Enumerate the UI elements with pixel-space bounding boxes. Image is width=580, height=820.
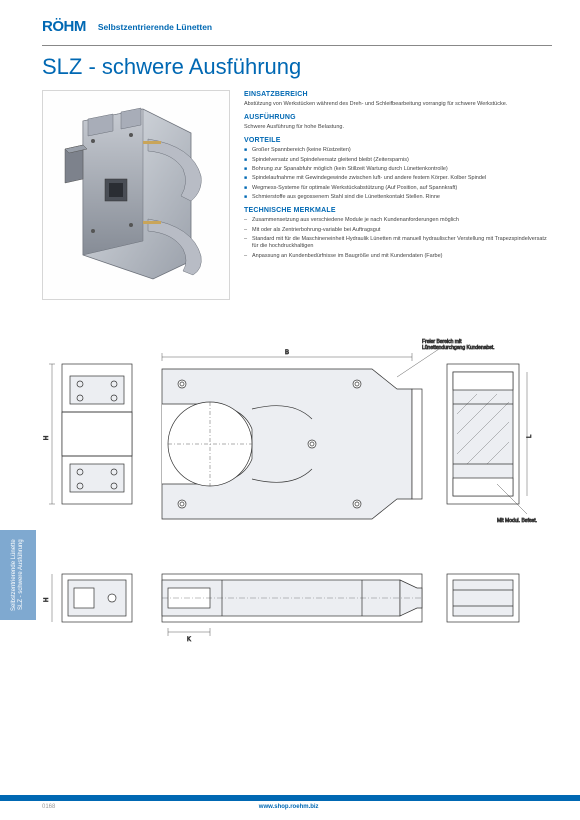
list-item: Anpassung an Kundenbedürfnisse im Baugrö…	[244, 253, 552, 260]
section-heading: AUSFÜHRUNG	[244, 113, 552, 122]
svg-text:B: B	[285, 350, 289, 356]
list-item: Mit oder als Zentrierbohrung-variable be…	[244, 227, 552, 234]
svg-text:H: H	[44, 598, 50, 602]
list-item: Schmierstoffe aus gegossenem Stahl sind …	[244, 194, 552, 201]
description-column: EINSATZBEREICH Abstützung von Werkstücke…	[244, 90, 552, 300]
technical-drawings: H	[42, 324, 552, 714]
brand-text: RÖHM	[42, 18, 86, 35]
tech-list: Zusammensetzung aus verschiedene Module …	[244, 217, 552, 260]
content-row: EINSATZBEREICH Abstützung von Werkstücke…	[42, 90, 552, 300]
svg-text:Lünettendurchgang Kundenabst.: Lünettendurchgang Kundenabst.	[422, 345, 495, 351]
page-number: 0168	[42, 804, 55, 810]
svg-text:H: H	[44, 436, 50, 440]
section-heading: EINSATZBEREICH	[244, 90, 552, 99]
footer-link[interactable]: www.shop.roehm.biz	[55, 804, 522, 810]
header-subtitle: Selbstzentrierende Lünetten	[98, 22, 212, 32]
product-render	[42, 90, 230, 300]
list-item: Spindelaufnahme mit Gewindegewinde zwisc…	[244, 175, 552, 182]
list-item: Spindelversatz und Spindelversatz gleite…	[244, 157, 552, 164]
page-footer: 0168 www.shop.roehm.biz	[0, 795, 580, 810]
section-text: Schwere Ausführung für hohe Belastung.	[244, 124, 552, 131]
section-heading: TECHNISCHE MERKMALE	[244, 206, 552, 215]
list-item: Wegmess-Systeme für optimale Werkstückab…	[244, 185, 552, 192]
side-tab: Selbstzentrierende Lünette SLZ - schwere…	[0, 530, 36, 620]
page-title: SLZ - schwere Ausführung	[42, 54, 552, 80]
list-item: Großer Spannbereich (keine Rüstzeiten)	[244, 147, 552, 154]
advantage-list: Großer Spannbereich (keine Rüstzeiten) Sp…	[244, 147, 552, 202]
section-text: Abstützung von Werkstücken während des D…	[244, 101, 552, 108]
svg-text:L: L	[527, 434, 533, 438]
list-item: Standard mit für die Maschineneinheit Hy…	[244, 236, 552, 251]
header-divider	[42, 45, 552, 46]
brand-logo: RÖHM	[42, 18, 86, 35]
list-item: Zusammensetzung aus verschiedene Module …	[244, 217, 552, 224]
list-item: Bohrung zur Spanabfuhr möglich (kein Sti…	[244, 166, 552, 173]
svg-text:Mit Modul. Befest.: Mit Modul. Befest.	[497, 518, 537, 524]
svg-text:K: K	[187, 637, 191, 643]
page-header: RÖHM Selbstzentrierende Lünetten	[42, 18, 552, 35]
section-heading: VORTEILE	[244, 136, 552, 145]
